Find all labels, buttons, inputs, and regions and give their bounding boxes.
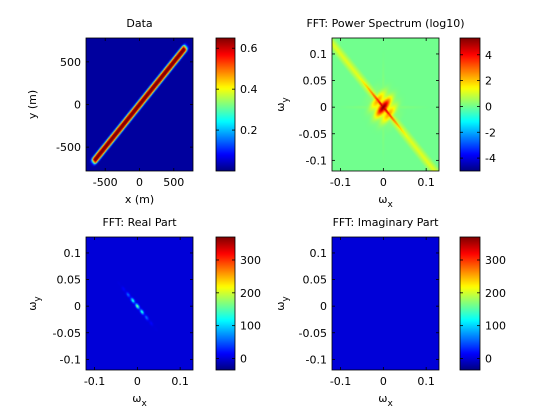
- axes-frame-4: [331, 236, 440, 371]
- x-axis-label: ωx: [132, 392, 147, 409]
- colorbar-tick-label: 0: [485, 100, 492, 113]
- xlabel-subscript: x: [387, 200, 393, 210]
- xlabel-symbol: ω: [378, 392, 387, 405]
- y-axis-label: ωy: [274, 296, 291, 311]
- x-tick-label: 0.1: [417, 375, 435, 388]
- y-tick-label: 0: [74, 99, 81, 112]
- colorbar-tick-label: 100: [485, 320, 506, 333]
- heatmap-image-1: [86, 38, 193, 171]
- heatmap-image-3: [86, 237, 193, 370]
- y-tick-label: 0: [74, 300, 81, 313]
- x-tick-label: 0.1: [171, 375, 189, 388]
- ylabel-symbol: ω: [274, 302, 287, 311]
- colorbar-tick-label: 300: [240, 254, 261, 267]
- x-tick-label: 0.1: [417, 176, 435, 189]
- colorbar-tick-label: -2: [485, 126, 496, 139]
- y-axis-label: ωy: [26, 296, 43, 311]
- colorbar-1: [216, 38, 235, 171]
- y-tick-label: -500: [56, 141, 81, 154]
- axes-frame-2: [331, 37, 440, 172]
- colorbar-tick-label: 200: [485, 287, 506, 300]
- ylabel-symbol: ω: [274, 103, 287, 112]
- colorbar-tick-label: 0.4: [240, 83, 258, 96]
- colorbar-frame-2: [459, 37, 481, 172]
- x-tick-label: 0: [136, 176, 143, 189]
- y-tick-label: -0.1: [306, 154, 327, 167]
- panel-title: FFT: Power Spectrum (log10): [306, 17, 464, 30]
- x-tick-label: 0: [380, 176, 387, 189]
- x-tick-label: -0.1: [330, 375, 351, 388]
- x-axis-label: x (m): [125, 193, 154, 206]
- y-tick-label: -0.05: [53, 327, 81, 340]
- y-tick-label: 0.1: [310, 247, 328, 260]
- y-tick-label: 0.1: [310, 48, 328, 61]
- y-axis-label: ωy: [274, 97, 291, 112]
- colorbar-tick-label: 200: [240, 287, 261, 300]
- colorbar-tick-label: 100: [240, 320, 261, 333]
- colorbar-tick-label: 0.6: [240, 42, 258, 55]
- xlabel-subscript: x: [141, 399, 147, 409]
- y-tick-label: -0.05: [299, 128, 327, 141]
- y-tick-label: 0: [320, 300, 327, 313]
- colorbar-tick-label: 0: [485, 353, 492, 366]
- y-tick-label: -0.1: [60, 353, 81, 366]
- axes-frame-3: [85, 236, 194, 371]
- y-tick-label: 0.05: [303, 75, 328, 88]
- x-tick-label: -0.1: [330, 176, 351, 189]
- heatmap-image-4: [332, 237, 439, 370]
- y-tick-label: 0.1: [64, 247, 82, 260]
- x-tick-label: -500: [93, 176, 118, 189]
- y-tick-label: -0.05: [299, 327, 327, 340]
- xlabel-symbol: ω: [132, 392, 141, 405]
- panel-title: Data: [126, 17, 152, 30]
- y-tick-label: -0.1: [306, 353, 327, 366]
- xlabel-symbol: ω: [378, 193, 387, 206]
- colorbar-tick-label: 0: [240, 353, 247, 366]
- colorbar-tick-label: -4: [485, 152, 496, 165]
- y-tick-label: 0.05: [57, 274, 82, 287]
- colorbar-frame-3: [215, 236, 236, 371]
- x-tick-label: -0.1: [84, 375, 105, 388]
- x-axis-label: ωx: [378, 193, 393, 210]
- colorbar-3: [216, 237, 235, 370]
- x-tick-label: 0: [134, 375, 141, 388]
- colorbar-tick-label: 0.2: [240, 124, 258, 137]
- colorbar-4: [460, 237, 480, 370]
- colorbar-tick-label: 2: [485, 75, 492, 88]
- y-tick-label: 500: [60, 56, 81, 69]
- y-tick-label: 0: [320, 101, 327, 114]
- colorbar-frame-1: [215, 37, 236, 172]
- colorbar-2: [460, 38, 480, 171]
- x-tick-label: 500: [163, 176, 184, 189]
- ylabel-subscript: y: [33, 296, 43, 302]
- colorbar-frame-4: [459, 236, 481, 371]
- panel-title: FFT: Real Part: [102, 216, 177, 229]
- ylabel-symbol: ω: [26, 302, 39, 311]
- y-axis-label: y (m): [26, 90, 39, 119]
- xlabel-subscript: x: [387, 399, 393, 409]
- x-tick-label: 0: [380, 375, 387, 388]
- heatmap-image-2: [332, 38, 439, 171]
- colorbar-tick-label: 4: [485, 49, 492, 62]
- colorbar-tick-label: 300: [485, 254, 506, 267]
- x-axis-label: ωx: [378, 392, 393, 409]
- y-tick-label: 0.05: [303, 274, 328, 287]
- ylabel-subscript: y: [281, 296, 291, 302]
- panel-title: FFT: Imaginary Part: [333, 216, 440, 229]
- ylabel-subscript: y: [281, 97, 291, 103]
